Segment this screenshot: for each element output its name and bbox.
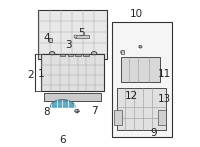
Text: 12: 12 [125, 91, 138, 101]
Text: 2: 2 [27, 70, 34, 80]
Ellipse shape [74, 35, 77, 38]
Bar [121, 50, 124, 54]
Ellipse shape [139, 45, 142, 48]
Ellipse shape [50, 52, 55, 55]
Bar [114, 110, 122, 125]
Text: 5: 5 [78, 28, 85, 38]
Ellipse shape [121, 51, 124, 54]
Bar [68, 54, 73, 56]
Ellipse shape [75, 109, 79, 113]
Bar [83, 54, 89, 56]
Ellipse shape [91, 52, 97, 55]
Text: 1: 1 [38, 69, 44, 79]
Ellipse shape [48, 39, 52, 42]
Text: 10: 10 [129, 9, 143, 19]
Bar [60, 54, 65, 56]
Bar [44, 93, 101, 101]
Bar [75, 54, 81, 56]
Bar [112, 22, 172, 137]
Bar [41, 54, 104, 91]
Bar [121, 57, 160, 82]
Bar [49, 38, 52, 42]
Bar [38, 10, 107, 59]
Bar [158, 110, 166, 125]
Text: 11: 11 [157, 69, 171, 78]
Text: 9: 9 [150, 128, 157, 138]
Text: 3: 3 [65, 40, 72, 50]
Text: 8: 8 [43, 107, 50, 117]
Bar [75, 35, 89, 38]
Text: 4: 4 [44, 33, 50, 43]
Bar [117, 88, 166, 130]
Text: 13: 13 [157, 94, 171, 104]
Text: 7: 7 [91, 106, 97, 116]
Text: 6: 6 [59, 135, 66, 145]
